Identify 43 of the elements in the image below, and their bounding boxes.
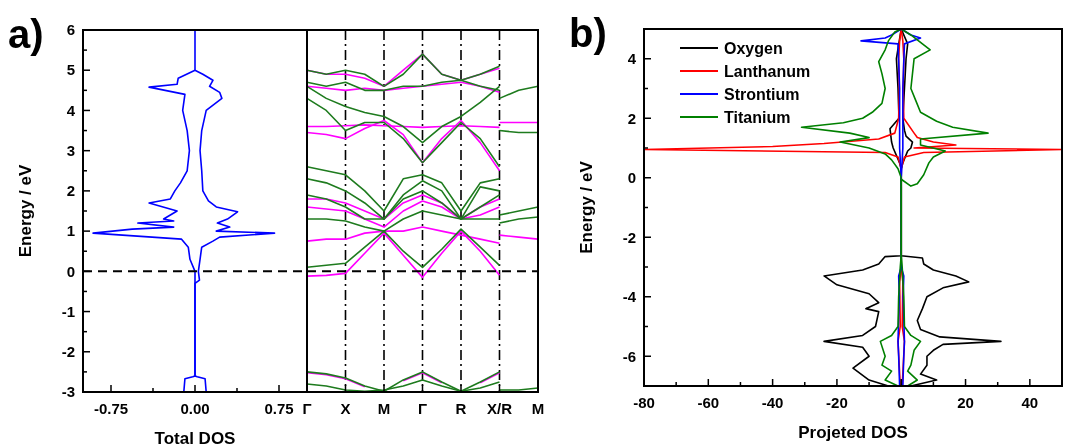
x-tick-label: M	[377, 400, 391, 417]
x-tick-label: 0	[897, 394, 906, 411]
x-tick-label: Γ	[417, 400, 428, 417]
y-tick-label: 3	[66, 141, 75, 159]
legend-label: Strontium	[724, 85, 800, 103]
y-tick-label: 4	[627, 50, 637, 67]
x-axis-title: Projeted DOS	[798, 423, 908, 442]
y-tick-label: -6	[622, 347, 636, 365]
x-tick-label: X	[340, 400, 351, 417]
y-tick-label: 6	[66, 21, 75, 39]
x-axis-title: Total DOS	[154, 429, 236, 446]
x-tick-label: 0.00	[180, 400, 210, 417]
y-tick-label: -1	[61, 302, 75, 320]
x-tick-label: -40	[761, 394, 784, 411]
x-tick-label: -80	[633, 394, 655, 411]
x-tick-label: R	[455, 400, 467, 417]
chart-title: b)	[569, 11, 607, 55]
y-tick-label: 1	[66, 222, 75, 240]
y-tick-label: 2	[66, 182, 75, 200]
y-axis-title: Energy / eV	[16, 164, 35, 258]
x-tick-label: -0.75	[93, 400, 129, 417]
y-tick-label: 2	[627, 109, 636, 127]
y-tick-label: -2	[61, 343, 75, 361]
y-tick-label: -2	[622, 228, 636, 246]
x-tick-label: 20	[957, 394, 974, 411]
y-tick-label: 0	[66, 262, 75, 280]
x-tick-label: X/R	[486, 400, 513, 417]
y-tick-label: -3	[61, 383, 75, 401]
legend-label: Lanthanum	[724, 62, 811, 80]
x-tick-label: 40	[1021, 394, 1039, 411]
y-tick-label: 4	[66, 101, 76, 119]
y-tick-label: 5	[66, 61, 75, 79]
x-tick-label: Γ	[302, 400, 312, 417]
legend-label: Oxygen	[724, 39, 783, 57]
legend-label: Titanium	[724, 108, 791, 126]
y-tick-label: 0	[627, 169, 636, 186]
x-tick-label: M	[531, 400, 545, 417]
chart-title: a)	[8, 12, 44, 56]
y-tick-label: -4	[622, 288, 637, 305]
x-tick-label: 0.75	[264, 400, 294, 417]
y-axis-title: Energy / eV	[577, 160, 596, 254]
x-tick-label: -60	[697, 394, 720, 411]
x-tick-label: -20	[826, 394, 848, 411]
